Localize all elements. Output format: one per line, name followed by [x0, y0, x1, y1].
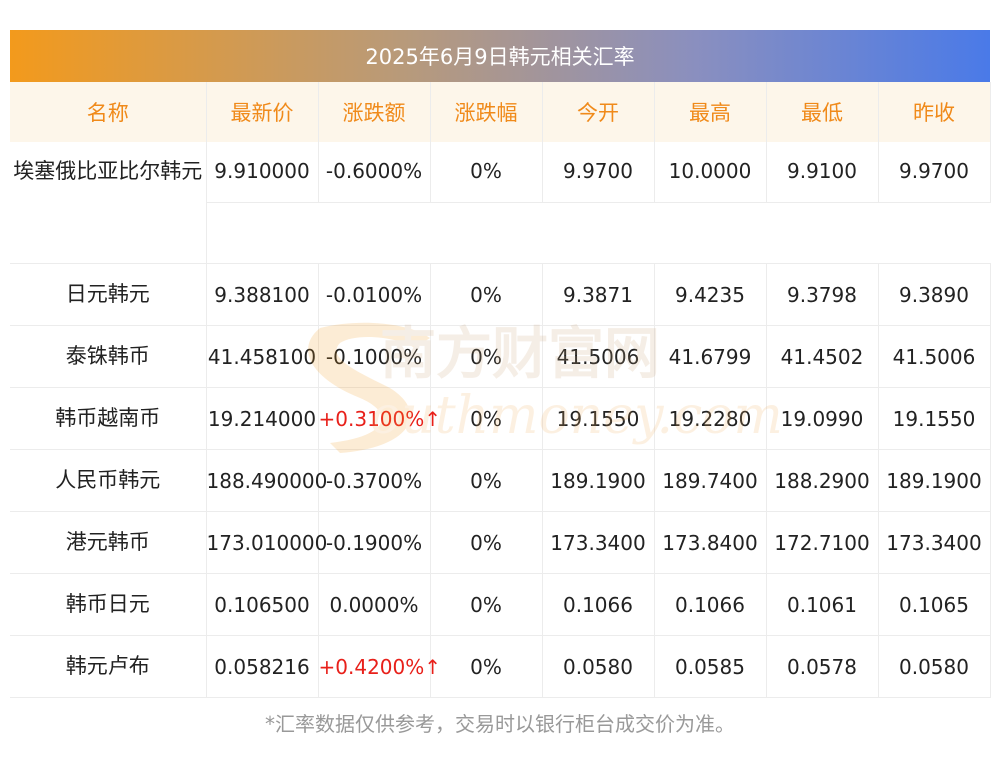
- cell-high: 0.0585: [654, 635, 767, 698]
- cell-open: 9.3871: [542, 263, 655, 326]
- table-row: 日元韩元 9.388100 -0.0100% 0% 9.3871 9.4235 9.3798…: [10, 263, 991, 326]
- cell-low: 0.0578: [766, 635, 879, 698]
- table-row: 港元韩币 173.010000 -0.1900% 0% 173.3400 173.8400…: [10, 511, 991, 574]
- cell-prev-close: 19.1550: [878, 387, 991, 450]
- header-change: 涨跌额: [318, 82, 431, 142]
- cell-low: 9.9100: [766, 142, 879, 203]
- cell-name: 韩元卢布: [10, 635, 207, 698]
- cell-prev-close: 0.0580: [878, 635, 991, 698]
- table-row: 韩元卢布 0.058216 +0.4200%↑ 0% 0.0580 0.0585 0.057…: [10, 635, 991, 698]
- cell-low: 9.3798: [766, 263, 879, 326]
- title-text: 2025年6月9日韩元相关汇率: [365, 45, 635, 69]
- cell-latest: 0.106500: [206, 573, 319, 636]
- cell-high: 0.1066: [654, 573, 767, 636]
- cell-open: 19.1550: [542, 387, 655, 450]
- cell-low: 188.2900: [766, 449, 879, 512]
- cell-prev-close: 41.5006: [878, 325, 991, 388]
- cell-name: 港元韩币: [10, 511, 207, 574]
- cell-name: 韩币越南币: [10, 387, 207, 450]
- cell-open: 189.1900: [542, 449, 655, 512]
- cell-change: -0.0100%: [318, 263, 431, 326]
- cell-name: 埃塞俄比亚比尔韩元: [10, 142, 207, 264]
- cell-open: 0.0580: [542, 635, 655, 698]
- table-title: 2025年6月9日韩元相关汇率: [10, 30, 990, 82]
- header-latest: 最新价: [206, 82, 319, 142]
- cell-prev-close: 9.9700: [878, 142, 991, 203]
- cell-latest: 41.458100: [206, 325, 319, 388]
- cell-open: 41.5006: [542, 325, 655, 388]
- header-prev-close: 昨收: [878, 82, 991, 142]
- header-change-pct: 涨跌幅: [430, 82, 543, 142]
- spacer-cell: [206, 202, 990, 264]
- cell-high: 41.6799: [654, 325, 767, 388]
- footnote: *汇率数据仅供参考，交易时以银行柜台成交价为准。: [265, 712, 735, 736]
- cell-name: 人民币韩元: [10, 449, 207, 512]
- cell-prev-close: 189.1900: [878, 449, 991, 512]
- header-open: 今开: [542, 82, 655, 142]
- cell-low: 41.4502: [766, 325, 879, 388]
- cell-latest: 188.490000: [206, 449, 327, 512]
- cell-prev-close: 0.1065: [878, 573, 991, 636]
- cell-name: 泰铢韩币: [10, 325, 207, 388]
- exchange-rate-table: 名称 最新价 涨跌额 涨跌幅 今开 最高 最低 昨收 埃塞俄比亚比尔韩元 9.91…: [10, 82, 991, 698]
- header-name: 名称: [10, 82, 207, 142]
- cell-change-pct: 0%: [430, 263, 543, 326]
- cell-high: 189.7400: [654, 449, 767, 512]
- cell-change: -0.3700%: [318, 449, 431, 512]
- cell-change-pct: 0%: [430, 325, 543, 388]
- cell-change: +0.4200%↑: [318, 635, 441, 698]
- cell-low: 19.0990: [766, 387, 879, 450]
- cell-change: -0.1900%: [318, 511, 431, 574]
- cell-open: 9.9700: [542, 142, 655, 203]
- cell-high: 173.8400: [654, 511, 767, 574]
- table-row: 韩币越南币 19.214000 +0.3100%↑ 0% 19.1550 19.2280 1…: [10, 387, 991, 450]
- cell-change-pct: 0%: [430, 635, 543, 698]
- table-row-spacer: [10, 202, 990, 264]
- cell-open: 0.1066: [542, 573, 655, 636]
- table-row: 韩币日元 0.106500 0.0000% 0% 0.1066 0.1066 0.1061 0…: [10, 573, 991, 636]
- cell-high: 19.2280: [654, 387, 767, 450]
- table-row: 埃塞俄比亚比尔韩元 9.910000 -0.6000% 0% 9.9700 10.0000…: [10, 142, 991, 264]
- table-row: 泰铢韩币 41.458100 -0.1000% 0% 41.5006 41.6799 41.…: [10, 325, 991, 388]
- cell-change-pct: 0%: [430, 387, 543, 450]
- table-row: 人民币韩元 188.490000 -0.3700% 0% 189.1900 189.740…: [10, 449, 991, 512]
- cell-change: -0.1000%: [318, 325, 431, 388]
- cell-latest: 19.214000: [206, 387, 319, 450]
- cell-change-pct: 0%: [430, 142, 543, 203]
- cell-change: 0.0000%: [318, 573, 431, 636]
- cell-change: -0.6000%: [318, 142, 431, 203]
- cell-open: 173.3400: [542, 511, 655, 574]
- cell-high: 10.0000: [654, 142, 767, 203]
- cell-name: 日元韩元: [10, 263, 207, 326]
- cell-change-pct: 0%: [430, 511, 543, 574]
- header-row: 名称 最新价 涨跌额 涨跌幅 今开 最高 最低 昨收: [10, 82, 991, 142]
- cell-low: 172.7100: [766, 511, 879, 574]
- cell-latest: 9.388100: [206, 263, 319, 326]
- cell-change: +0.3100%↑: [318, 387, 441, 450]
- cell-change-pct: 0%: [430, 573, 543, 636]
- cell-name: 韩币日元: [10, 573, 207, 636]
- cell-latest: 9.910000: [206, 142, 319, 203]
- header-low: 最低: [766, 82, 879, 142]
- cell-low: 0.1061: [766, 573, 879, 636]
- cell-latest: 173.010000: [206, 511, 327, 574]
- header-high: 最高: [654, 82, 767, 142]
- cell-latest: 0.058216: [206, 635, 319, 698]
- cell-prev-close: 173.3400: [878, 511, 991, 574]
- cell-change-pct: 0%: [430, 449, 543, 512]
- cell-prev-close: 9.3890: [878, 263, 991, 326]
- cell-high: 9.4235: [654, 263, 767, 326]
